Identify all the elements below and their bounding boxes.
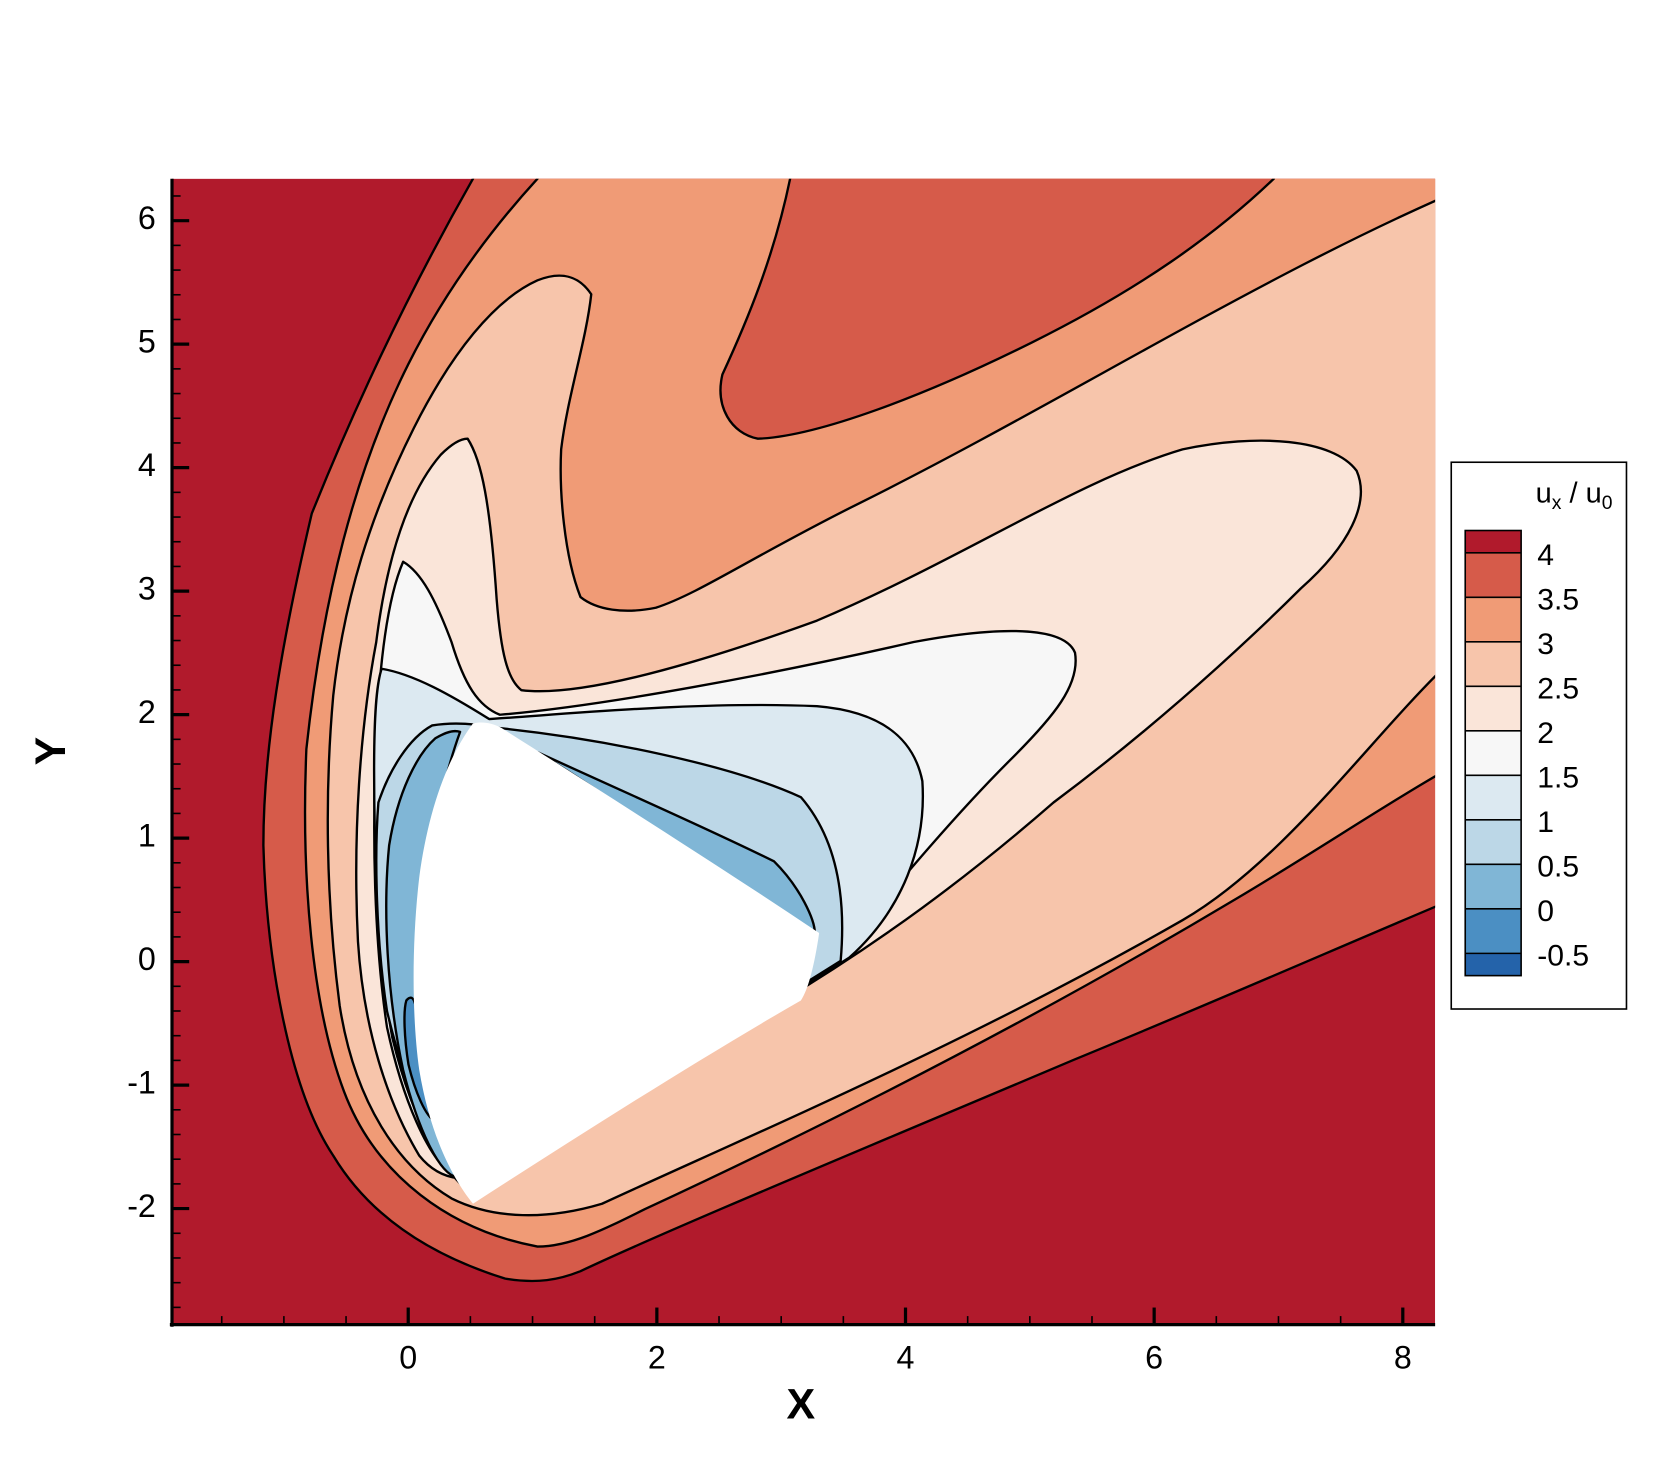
colorbar-label: 1.5	[1537, 762, 1579, 795]
colorbar-title: ux / u0	[1536, 477, 1613, 514]
y-tick-label: 5	[138, 324, 156, 360]
y-tick-label: 1	[138, 818, 156, 854]
colorbar-swatch	[1465, 864, 1522, 909]
colorbar-swatch	[1465, 552, 1522, 598]
colorbar-swatch	[1465, 908, 1522, 954]
colorbar-title-part: u	[1536, 477, 1552, 509]
colorbar-swatch-frame	[1464, 529, 1522, 977]
colorbar-label: 1	[1537, 806, 1554, 839]
y-tick-label: 6	[138, 200, 156, 236]
colorbar-title-part: / u	[1561, 477, 1601, 509]
contour-field	[172, 178, 1436, 1325]
x-tick-label: 8	[1394, 1340, 1412, 1376]
colorbar-swatch	[1465, 530, 1522, 553]
colorbar-label: 3	[1537, 628, 1554, 661]
x-tick-label: 4	[897, 1340, 915, 1376]
contour-band	[719, 178, 1276, 440]
x-axis-title: X	[787, 1380, 816, 1428]
colorbar-label: 3.5	[1537, 584, 1579, 617]
chart-body: X Y ux / u0 0 2 4 6 8-2-10123456-0.500.511.5…	[27, 178, 1628, 1428]
colorbar-title-sub: 0	[1602, 493, 1613, 514]
no-data-region	[413, 722, 820, 1204]
colorbar-swatch	[1465, 730, 1522, 776]
x-tick-label: 2	[648, 1340, 666, 1376]
y-tick-label: 3	[138, 571, 156, 607]
y-tick-label: -2	[127, 1188, 156, 1224]
colorbar-label: 4	[1537, 539, 1554, 572]
y-tick-label: 4	[138, 447, 156, 483]
colorbar-swatch	[1465, 819, 1522, 865]
colorbar-title-sub: x	[1552, 493, 1562, 514]
colorbar-swatch	[1465, 953, 1522, 976]
colorbar-label: 2.5	[1537, 673, 1579, 706]
x-tick-label: 6	[1145, 1340, 1163, 1376]
colorbar-swatch	[1465, 686, 1522, 731]
colorbar-label: 0	[1537, 895, 1554, 928]
y-axis-title: Y	[27, 737, 75, 766]
y-tick-label: 2	[138, 694, 156, 730]
colorbar-label: -0.5	[1537, 940, 1589, 973]
colorbar-swatch	[1465, 597, 1522, 642]
y-tick-label: -1	[127, 1065, 156, 1101]
x-tick-label: 0	[399, 1340, 417, 1376]
y-tick-label: 0	[138, 941, 156, 977]
colorbar-swatch	[1465, 775, 1522, 820]
colorbar-swatch	[1465, 641, 1522, 687]
colorbar-label: 2	[1537, 717, 1554, 750]
colorbar-label: 0.5	[1537, 851, 1579, 884]
